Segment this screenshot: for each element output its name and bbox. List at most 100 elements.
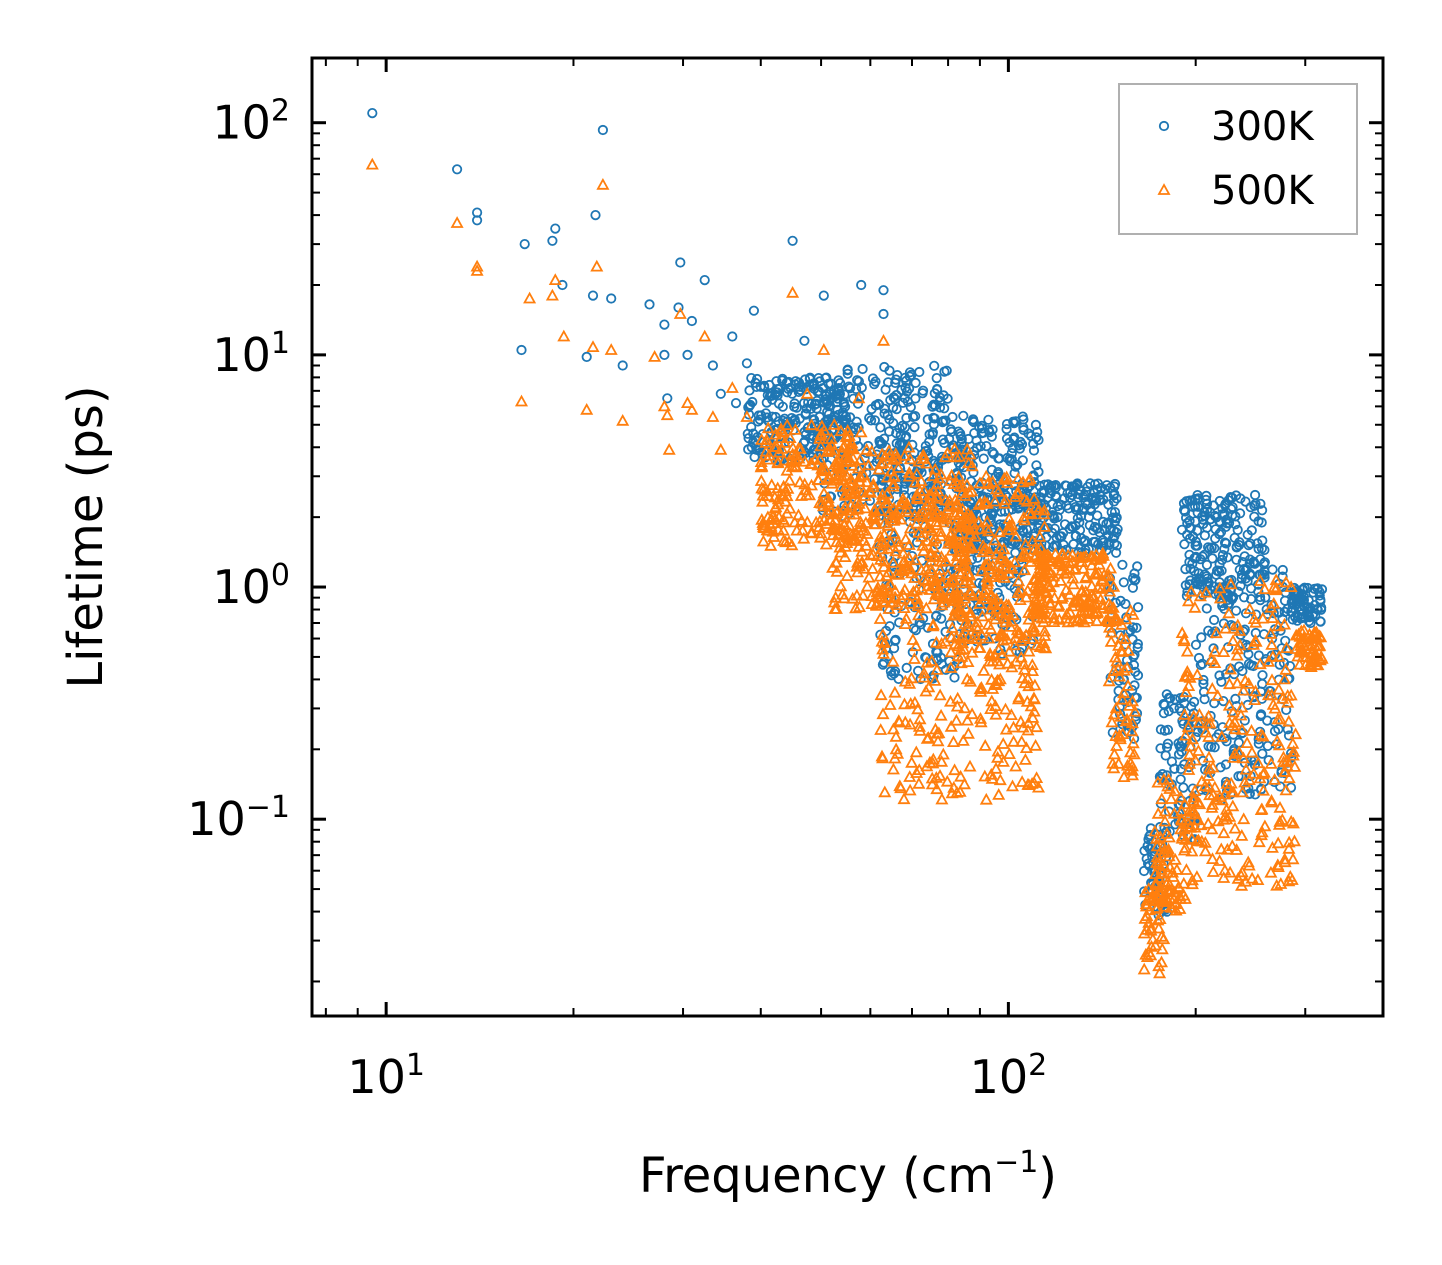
data-point-300K [1214,577,1225,588]
data-point-500K [934,708,948,721]
data-point-500K [819,537,833,550]
data-point-300K [938,390,949,401]
data-point-500K [886,555,900,568]
data-point-500K [796,523,810,536]
data-point-300K [865,415,877,426]
data-point-500K [948,763,962,776]
data-point-500K [1236,683,1251,696]
data-point-300K [1316,604,1327,615]
data-point-300K [1098,516,1109,528]
data-point-300K [927,429,938,440]
data-point-300K [939,403,950,414]
data-point-300K [1199,530,1211,541]
data-point-300K [1203,542,1214,553]
data-point-300K [1208,643,1219,654]
data-point-500K [1106,756,1120,769]
data-point-500K [926,540,940,553]
data-point-300K [1232,524,1243,536]
data-point-500K [910,766,924,778]
data-point-500K [811,473,825,485]
data-point-500K [920,534,934,546]
data-point-500K [873,569,887,582]
data-point-500K [1009,654,1023,667]
data-point-500K [1081,612,1095,624]
data-point-500K [979,583,993,595]
data-point-500K [859,516,873,528]
data-point-500K [999,554,1013,567]
data-point-500K [673,307,687,319]
data-point-500K [1183,747,1197,760]
data-point-500K [1040,551,1054,563]
data-point-500K [1025,776,1039,789]
data-point-500K [1238,674,1252,686]
data-point-500K [955,486,969,499]
data-point-500K [1288,760,1302,772]
data-point-500K [1192,715,1206,728]
data-point-500K [1082,594,1096,607]
data-point-500K [994,629,1008,642]
data-point-500K [1165,865,1180,878]
data-point-300K [873,398,884,410]
data-point-300K [1130,574,1141,585]
data-point-300K [547,235,558,246]
data-point-500K [928,462,942,475]
data-point-500K [1066,577,1080,590]
data-point-500K [1241,855,1255,868]
data-point-500K [1001,656,1015,669]
data-point-500K [1027,704,1041,717]
data-point-500K [1011,472,1025,484]
data-point-500K [998,615,1012,628]
data-point-500K [916,538,930,551]
data-point-300K [590,210,601,221]
data-point-500K [1222,780,1236,793]
data-point-500K [760,484,774,497]
data-point-500K [1107,707,1121,720]
data-point-300K [597,124,609,136]
data-point-500K [802,488,817,501]
data-point-500K [1121,679,1135,691]
data-point-500K [1149,856,1164,868]
data-point-500K [927,578,941,590]
data-point-300K [451,164,463,175]
data-point-500K [926,752,940,765]
data-point-500K [1264,600,1278,613]
data-point-500K [903,770,917,782]
data-point-500K [820,505,834,518]
data-point-500K [1107,761,1121,774]
data-point-300K [471,215,483,226]
data-point-500K [1281,688,1295,701]
data-point-300K [1118,577,1129,588]
data-point-500K [919,562,933,575]
data-point-300K [1195,659,1206,671]
data-point-500K [1144,923,1158,936]
data-point-500K [873,553,888,565]
data-point-300K [1239,592,1250,603]
data-point-500K [1157,846,1171,858]
data-point-500K [834,579,848,592]
data-point-500K [470,264,484,276]
data-point-500K [938,450,952,463]
data-point-300K [897,420,908,431]
data-point-500K [1309,658,1323,671]
data-point-500K [886,762,900,775]
data-point-500K [989,761,1003,774]
data-point-500K [840,529,854,542]
data-point-500K [964,509,978,521]
data-point-300K [777,375,788,386]
data-point-500K [905,755,919,768]
data-point-500K [863,548,878,561]
data-point-300K [936,613,947,624]
data-point-500K [989,547,1003,560]
data-point-500K [941,568,955,580]
data-point-500K [936,747,950,760]
legend-box [1118,83,1358,235]
data-point-500K [963,447,977,460]
data-point-500K [1279,641,1294,653]
data-point-500K [1226,634,1240,646]
data-point-500K [943,494,957,506]
data-point-300K [907,411,919,422]
data-point-500K [903,717,917,730]
data-point-500K [1017,631,1031,643]
data-point-500K [1246,638,1261,650]
data-point-300K [981,440,992,452]
